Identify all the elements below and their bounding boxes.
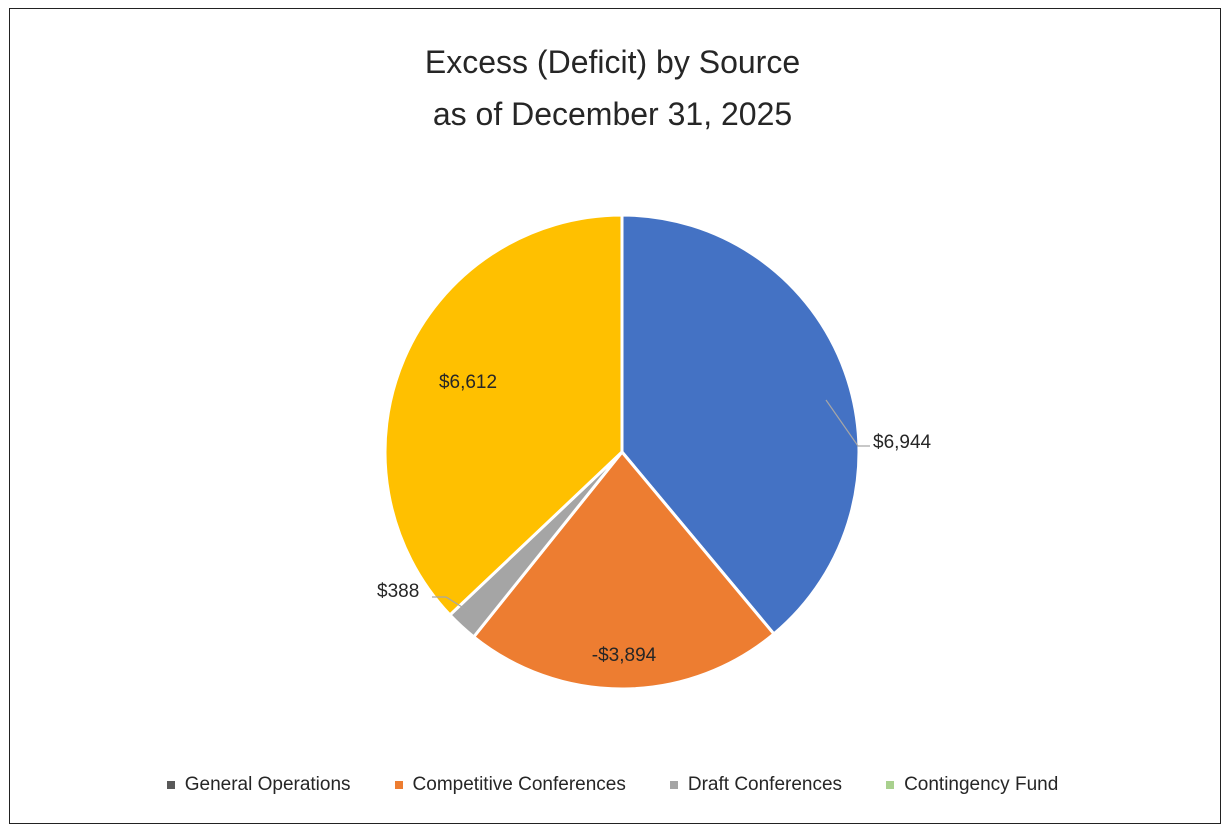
pie-slice-competitive-conferences[interactable] <box>471 449 777 691</box>
data-label: $388 <box>377 581 419 602</box>
legend-swatch <box>166 781 175 789</box>
legend: General Operations Competitive Conferenc… <box>0 774 1225 796</box>
legend-label: General Operations <box>184 774 351 795</box>
data-label: $6,944 <box>873 432 932 453</box>
legend-label: Contingency Fund <box>904 774 1059 795</box>
chart-title: Excess (Deficit) by Source <box>424 44 801 80</box>
data-label: $6,612 <box>439 372 497 393</box>
pie-slice-general-operations[interactable] <box>620 213 861 637</box>
legend-swatch <box>886 781 895 789</box>
pie-slice-contingency-fund[interactable] <box>383 213 624 618</box>
legend-swatch <box>394 781 403 789</box>
legend-label: Draft Conferences <box>687 774 843 795</box>
legend-item-draft-conferences[interactable]: Draft Conferences <box>669 774 843 796</box>
legend-item-general-operations[interactable]: General Operations <box>166 774 351 796</box>
legend-swatch <box>669 781 678 789</box>
data-label: -$3,894 <box>592 645 657 666</box>
chart-subtitle: as of December 31, 2025 <box>432 96 793 132</box>
legend-item-competitive-conferences[interactable]: Competitive Conferences <box>394 774 626 796</box>
legend-label: Competitive Conferences <box>412 774 626 795</box>
legend-item-contingency-fund[interactable]: Contingency Fund <box>886 774 1058 796</box>
leader-line <box>432 596 471 613</box>
leader-line <box>825 399 870 447</box>
